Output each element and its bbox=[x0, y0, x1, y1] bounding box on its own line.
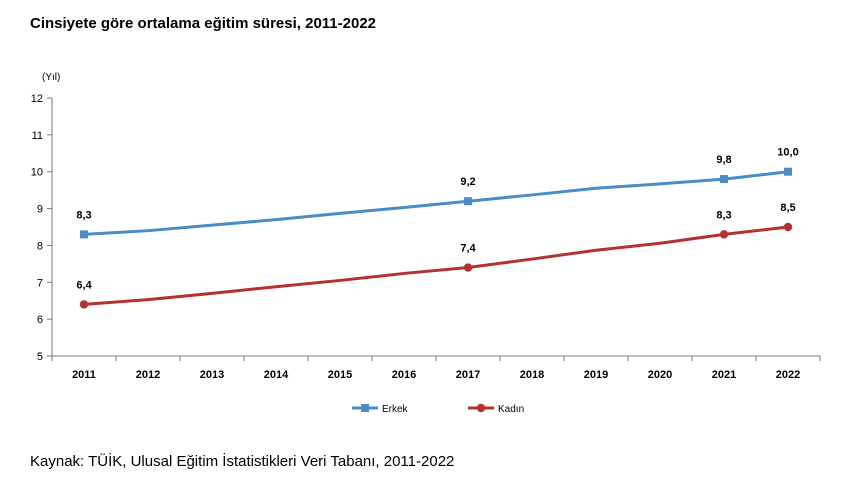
series-0 bbox=[80, 167, 792, 239]
x-tick-label: 2022 bbox=[776, 369, 800, 381]
y-tick-label: 12 bbox=[31, 93, 43, 105]
y-axis-label: (Yıl) bbox=[42, 72, 60, 83]
data-label: 8,3 bbox=[716, 209, 731, 221]
series-line bbox=[82, 225, 790, 306]
x-tick-label: 2013 bbox=[200, 369, 224, 381]
legend-item-1: Kadın bbox=[468, 403, 524, 415]
series-group bbox=[79, 167, 793, 309]
y-tick-label: 11 bbox=[32, 130, 43, 142]
x-tick-label: 2014 bbox=[264, 369, 289, 381]
x-tick-label: 2011 bbox=[72, 369, 96, 381]
legend-label: Kadın bbox=[498, 404, 524, 415]
y-tick-label: 10 bbox=[31, 167, 43, 179]
legend-marker bbox=[476, 403, 486, 413]
data-point bbox=[79, 300, 89, 309]
y-tick-label: 9 bbox=[37, 204, 43, 216]
y-tick-label: 5 bbox=[37, 351, 43, 363]
data-point bbox=[80, 230, 88, 239]
x-tick-label: 2016 bbox=[392, 369, 416, 381]
data-label: 8,3 bbox=[76, 209, 91, 221]
x-axis: 2011 2012 2013 2014 2015 2016 2017 2018 2019 2020… bbox=[51, 355, 821, 381]
x-tick-label: 2015 bbox=[328, 369, 352, 381]
x-tick-label: 2017 bbox=[456, 369, 480, 381]
data-point bbox=[720, 175, 728, 184]
data-label: 7,4 bbox=[460, 243, 476, 255]
x-tick-label: 2018 bbox=[520, 369, 544, 381]
chart-title: Cinsiyete göre ortalama eğitim süresi, 2… bbox=[30, 15, 377, 32]
data-label: 6,4 bbox=[76, 279, 92, 291]
data-labels: 8,3 9,2 9,8 10,0 6,4 7,4 8,3 8,5 bbox=[76, 147, 798, 292]
x-tick-label: 2020 bbox=[648, 369, 672, 381]
legend-marker bbox=[361, 404, 369, 412]
data-point bbox=[784, 167, 792, 176]
y-tick-label: 6 bbox=[37, 314, 43, 326]
x-tick-label: 2021 bbox=[712, 369, 736, 381]
y-tick-label: 8 bbox=[37, 240, 43, 252]
legend: Erkek Kadın bbox=[352, 403, 524, 415]
series-1 bbox=[79, 222, 793, 309]
y-tick-label: 7 bbox=[37, 277, 43, 289]
legend-label: Erkek bbox=[382, 404, 409, 415]
data-label: 8,5 bbox=[780, 202, 795, 214]
x-tick-label: 2019 bbox=[584, 369, 608, 381]
y-axis: 5 6 7 8 9 10 11 12 (Yıl) bbox=[31, 72, 61, 363]
series-line bbox=[82, 170, 790, 236]
data-label: 9,8 bbox=[716, 154, 731, 166]
data-label: 10,0 bbox=[777, 147, 798, 159]
data-label: 9,2 bbox=[460, 176, 475, 188]
data-point bbox=[719, 230, 729, 239]
source-note: Kaynak: TÜİK, Ulusal Eğitim İstatistikle… bbox=[30, 453, 455, 470]
x-tick-label: 2012 bbox=[136, 369, 160, 381]
legend-item-0: Erkek bbox=[352, 404, 409, 415]
data-point bbox=[464, 197, 472, 206]
data-point bbox=[463, 263, 473, 272]
data-point bbox=[783, 222, 793, 232]
